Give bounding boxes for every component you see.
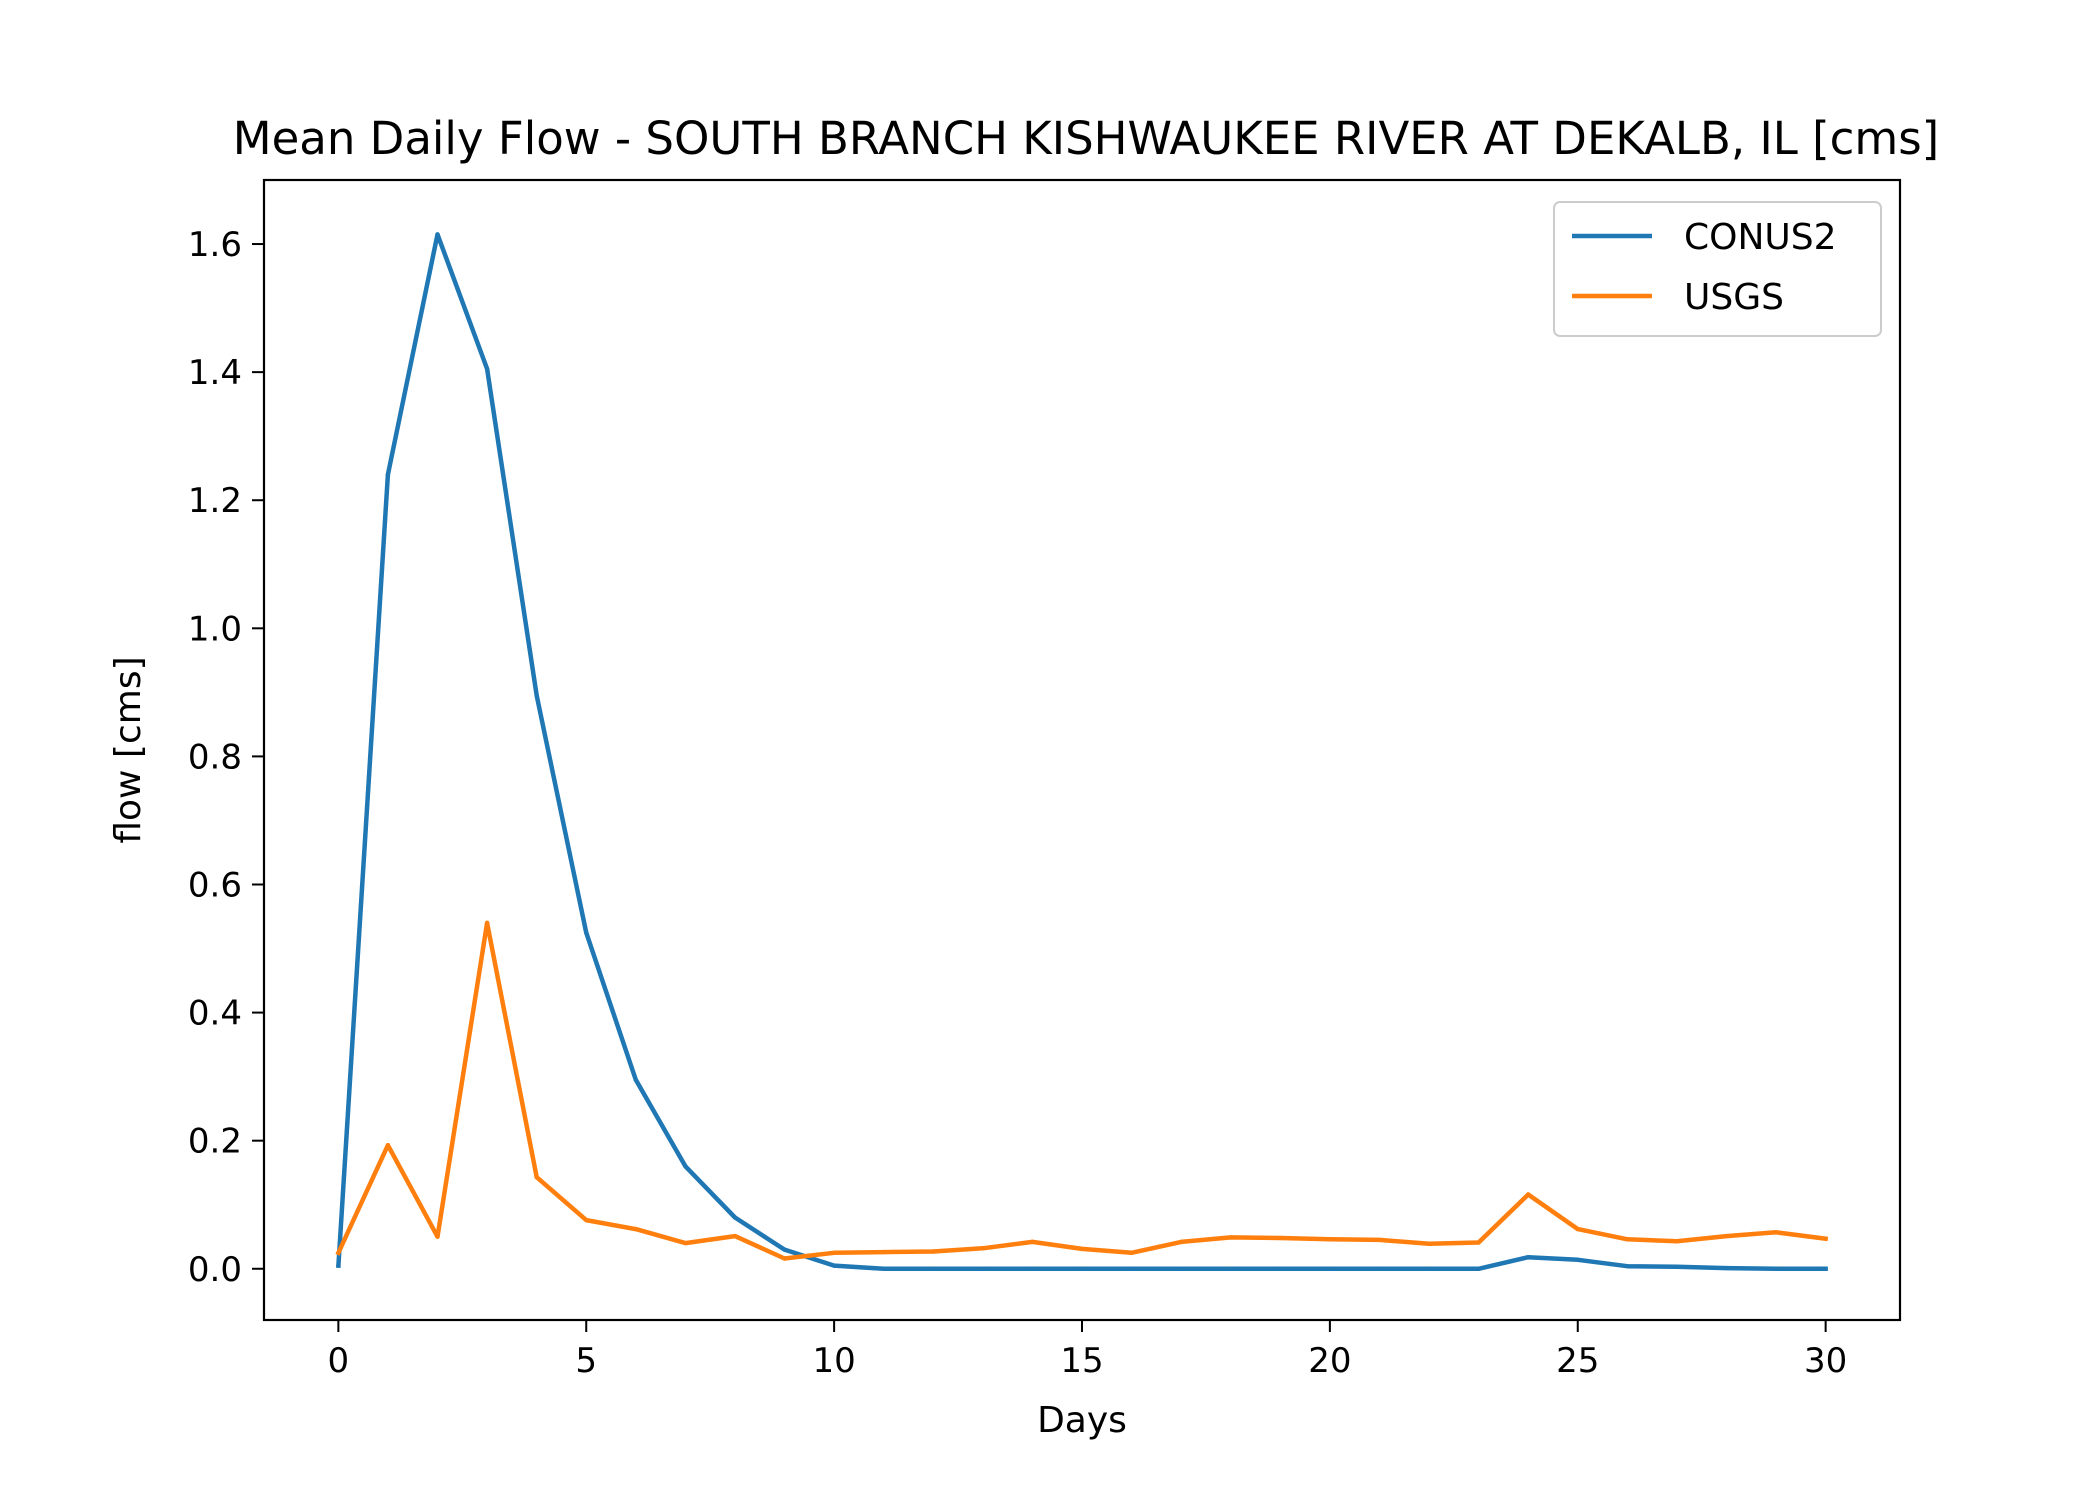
data-point-usgs bbox=[881, 1249, 886, 1255]
data-point-conus2 bbox=[732, 1215, 738, 1220]
data-point-usgs bbox=[1079, 1246, 1085, 1252]
data-point-usgs bbox=[584, 1217, 589, 1223]
x-tick-label: 0 bbox=[328, 1341, 350, 1381]
data-point-conus2 bbox=[1129, 1266, 1134, 1272]
data-point-usgs bbox=[633, 1226, 638, 1232]
data-point-conus2 bbox=[385, 472, 391, 477]
data-point-usgs bbox=[1526, 1192, 1531, 1197]
data-point-conus2 bbox=[1079, 1266, 1085, 1272]
data-point-usgs bbox=[1030, 1239, 1035, 1245]
y-tick-label: 0.6 bbox=[188, 865, 242, 905]
data-point-conus2 bbox=[1030, 1266, 1035, 1272]
x-tick-label: 5 bbox=[575, 1341, 597, 1381]
data-point-usgs bbox=[732, 1233, 738, 1239]
data-point-conus2 bbox=[1724, 1265, 1729, 1271]
data-point-conus2 bbox=[1278, 1266, 1283, 1272]
data-point-conus2 bbox=[1625, 1264, 1630, 1269]
data-point-usgs bbox=[1476, 1240, 1481, 1245]
data-point-usgs bbox=[980, 1246, 985, 1251]
data-point-conus2 bbox=[1526, 1255, 1531, 1260]
data-point-conus2 bbox=[1476, 1266, 1481, 1272]
y-tick-label: 1.4 bbox=[188, 353, 242, 393]
y-axis-label: flow [cms] bbox=[108, 656, 149, 843]
y-tick-label: 0.2 bbox=[188, 1122, 242, 1162]
y-tick-label: 0.0 bbox=[188, 1250, 242, 1290]
data-point-conus2 bbox=[683, 1164, 688, 1169]
data-point-usgs bbox=[831, 1250, 837, 1256]
data-point-conus2 bbox=[1377, 1266, 1382, 1272]
data-point-usgs bbox=[1426, 1241, 1432, 1247]
legend-label-usgs: USGS bbox=[1684, 277, 1784, 318]
data-point-usgs bbox=[534, 1175, 539, 1180]
data-point-usgs bbox=[1575, 1226, 1581, 1232]
data-point-usgs bbox=[782, 1256, 787, 1261]
data-point-conus2 bbox=[1228, 1266, 1233, 1272]
chart-title: Mean Daily Flow - SOUTH BRANCH KISHWAUKE… bbox=[233, 112, 1939, 165]
data-point-usgs bbox=[1179, 1239, 1184, 1245]
data-point-conus2 bbox=[1179, 1266, 1184, 1272]
x-tick-label: 20 bbox=[1308, 1341, 1351, 1381]
data-point-conus2 bbox=[534, 693, 539, 698]
data-point-conus2 bbox=[831, 1263, 837, 1268]
data-point-conus2 bbox=[1773, 1266, 1779, 1272]
y-tick-label: 0.8 bbox=[188, 737, 242, 777]
axis-ticks: 0 5 10 15 20 25 30 0.0 0.2 0.4 0.6 0.8 1.0 1.2 1.4 1.6 bbox=[188, 225, 1847, 1381]
data-point-usgs bbox=[435, 1234, 440, 1239]
plot-area bbox=[335, 232, 1829, 1272]
data-point-usgs bbox=[1724, 1233, 1729, 1239]
data-point-conus2 bbox=[1575, 1257, 1581, 1263]
data-point-usgs bbox=[1625, 1237, 1630, 1242]
data-point-conus2 bbox=[980, 1266, 985, 1272]
data-point-conus2 bbox=[1426, 1266, 1432, 1272]
data-point-usgs bbox=[1278, 1235, 1283, 1241]
x-tick-label: 30 bbox=[1804, 1341, 1847, 1381]
y-tick-label: 1.6 bbox=[188, 225, 242, 265]
data-point-usgs bbox=[1129, 1250, 1134, 1256]
data-point-conus2 bbox=[484, 366, 490, 372]
data-point-conus2 bbox=[633, 1077, 638, 1083]
y-tick-label: 0.4 bbox=[188, 994, 242, 1034]
x-tick-label: 25 bbox=[1556, 1341, 1599, 1381]
x-tick-label: 10 bbox=[812, 1341, 855, 1381]
legend: CONUS2 USGS bbox=[1553, 201, 1882, 337]
data-point-conus2 bbox=[1823, 1266, 1828, 1272]
data-point-conus2 bbox=[584, 930, 589, 935]
data-point-usgs bbox=[1377, 1237, 1382, 1243]
data-point-conus2 bbox=[881, 1266, 886, 1272]
data-point-conus2 bbox=[1327, 1266, 1333, 1272]
data-point-usgs bbox=[1327, 1237, 1333, 1242]
x-tick-label: 15 bbox=[1060, 1341, 1103, 1381]
y-tick-label: 1.0 bbox=[188, 609, 242, 649]
data-point-conus2 bbox=[1674, 1264, 1680, 1270]
data-point-usgs bbox=[1823, 1236, 1828, 1241]
data-point-usgs bbox=[336, 1250, 341, 1256]
data-point-conus2 bbox=[336, 1263, 341, 1268]
data-point-usgs bbox=[1674, 1239, 1680, 1244]
data-point-conus2 bbox=[435, 232, 440, 237]
x-axis-label: Days bbox=[1037, 1400, 1127, 1441]
data-point-conus2 bbox=[931, 1266, 936, 1272]
data-point-conus2 bbox=[782, 1247, 787, 1252]
data-point-usgs bbox=[683, 1240, 688, 1246]
data-point-usgs bbox=[931, 1249, 936, 1254]
legend-label-conus2: CONUS2 bbox=[1684, 217, 1837, 258]
y-tick-label: 1.2 bbox=[188, 481, 242, 521]
data-point-usgs bbox=[1773, 1230, 1779, 1235]
data-point-usgs bbox=[484, 920, 490, 926]
data-point-usgs bbox=[385, 1143, 391, 1148]
data-point-usgs bbox=[1228, 1235, 1233, 1240]
